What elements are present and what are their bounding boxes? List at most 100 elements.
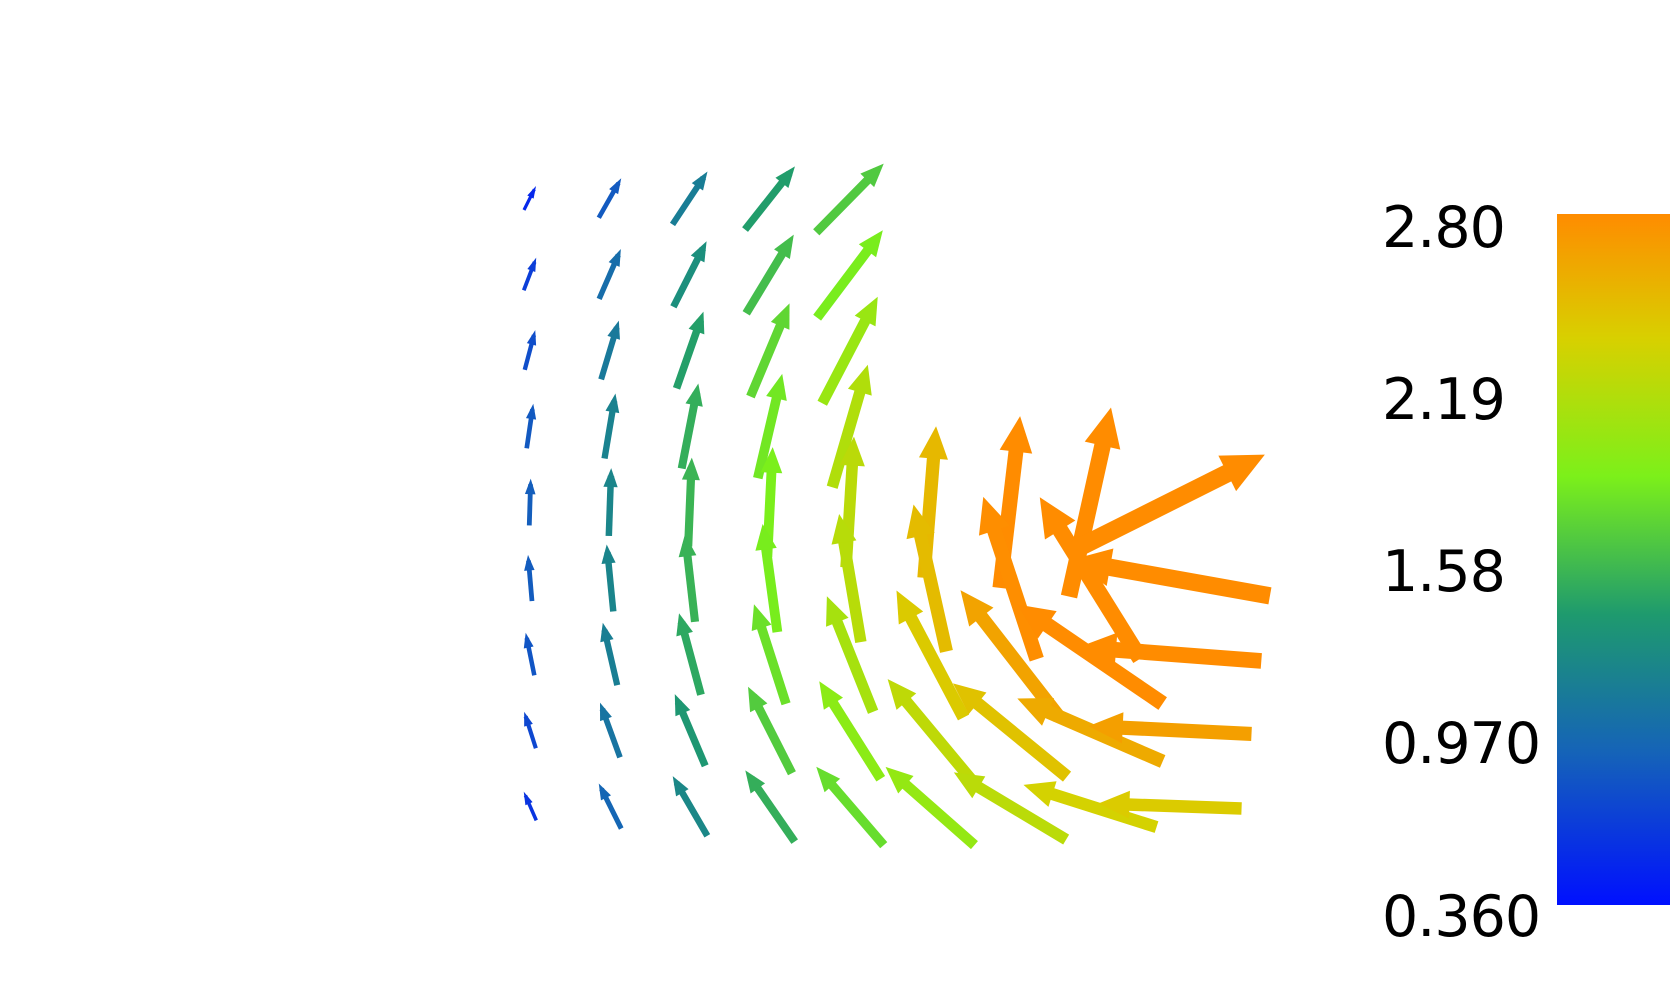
vector-arrow-head [755, 523, 777, 551]
vector-arrow-head [674, 694, 691, 717]
vector-arrow-head [953, 772, 986, 799]
vector-arrow-head [523, 791, 533, 806]
vector-arrow-shaft [1043, 509, 1148, 664]
vector-arrow-shaft [1096, 640, 1262, 669]
vector-arrow-head [770, 303, 790, 330]
vector-arrow-head [1070, 548, 1114, 587]
vector-arrow-head [885, 766, 914, 794]
vector-arrow-shaft [1105, 719, 1252, 741]
vector-arrow-head [603, 468, 618, 488]
vector-arrow-head [952, 683, 987, 715]
vector-arrow-head [766, 373, 787, 401]
vector-arrow-head [1039, 497, 1076, 540]
vector-arrow-head [527, 185, 536, 199]
vector-arrow-head [690, 241, 707, 263]
vector-arrow-head [676, 613, 693, 637]
vector-arrow-shaft [1029, 698, 1166, 768]
vector-arrow-head [600, 622, 614, 643]
vector-arrow-shaft [752, 613, 791, 706]
vector-arrow-head [1017, 697, 1055, 726]
vector-arrow-shaft [682, 543, 700, 623]
vector-arrow-head [524, 478, 536, 495]
vector-arrow-shaft [826, 606, 879, 714]
vector-arrow-head [685, 383, 703, 407]
vector-arrow-head [858, 230, 883, 258]
vector-arrow-shaft [892, 686, 977, 785]
vector-arrow-shaft [813, 168, 880, 236]
vector-arrow-head [1218, 454, 1265, 492]
colorbar-tick-label: 1.58 [1382, 539, 1506, 605]
vector-arrow-head [896, 590, 924, 625]
colorbar-tick-label: 0.970 [1382, 711, 1541, 777]
vector-arrow-head [847, 364, 872, 396]
vector-arrow-head [1017, 604, 1057, 639]
vector-arrow-head [672, 776, 689, 797]
vector-arrow-head [906, 504, 935, 540]
vector-arrow-head [918, 426, 948, 460]
vector-arrow-shaft [1028, 608, 1167, 710]
vector-arrow-head [527, 257, 537, 273]
colorbar-max-label: 2.80 [1382, 195, 1506, 261]
vector-arrow-head [601, 544, 616, 565]
colorbar [1557, 214, 1670, 905]
vector-arrow-shaft [981, 511, 1044, 662]
vector-arrow-head [678, 534, 697, 558]
vector-arrow-head [831, 513, 857, 545]
vector-arrow-shaft [1035, 783, 1159, 833]
vector-arrow-head [598, 783, 611, 801]
vector-arrow-shaft [897, 600, 970, 721]
vector-arrow-head [526, 330, 537, 346]
vector-arrow-head [681, 457, 700, 481]
vector-arrow-shaft [891, 771, 978, 850]
vector-arrow-shaft [960, 688, 1072, 782]
vector-arrow-head [745, 770, 766, 794]
vector-arrow-head [608, 249, 621, 267]
vector-arrow-shaft [817, 305, 877, 406]
vector-arrow-shaft [1113, 797, 1242, 815]
vector-arrow-shaft [677, 392, 701, 470]
vector-arrow-shaft [684, 467, 696, 547]
vector-arrow-shaft [746, 311, 790, 399]
vector-arrow-shaft [759, 534, 783, 633]
vector-arrow-shaft [826, 376, 870, 489]
vector-arrow-shaft [821, 688, 886, 782]
vector-arrow-shaft [820, 772, 888, 849]
vector-arrow-head [748, 686, 768, 713]
vector-arrow-head [960, 590, 994, 627]
vector-arrow-head [523, 632, 534, 649]
vector-arrow-head [1098, 790, 1130, 819]
vector-arrow-head [887, 679, 917, 710]
vector-arrow-head [978, 496, 1010, 536]
vector-arrow-shaft [677, 621, 705, 696]
vector-arrow-head [1078, 632, 1118, 668]
vector-arrow-head [525, 403, 537, 420]
vector-arrow-head [751, 604, 772, 632]
vector-arrow-head [1023, 781, 1057, 807]
vector-arrow-shaft [910, 518, 953, 653]
vector-arrow-shaft [742, 241, 793, 316]
vector-arrow-shaft [813, 236, 880, 321]
vector-arrow-shaft [1071, 456, 1250, 558]
vector-arrow-head [774, 234, 794, 260]
vector-arrow-head [607, 320, 620, 340]
vector-arrow-head [760, 447, 783, 474]
vector-arrow-head [1088, 712, 1124, 744]
vector-arrow-head [1084, 407, 1121, 450]
vector-arrow-head [775, 166, 795, 189]
vector-arrow-head [854, 296, 878, 327]
vector-arrow-shaft [747, 775, 798, 844]
vector-arrows [521, 163, 1272, 850]
vector-arrow-shaft [835, 526, 867, 644]
vector-arrow-head [524, 711, 533, 727]
vector-arrow-head [691, 171, 708, 191]
vector-arrow-shaft [1088, 555, 1272, 605]
vector-arrow-head [999, 416, 1033, 454]
vector-arrow-shaft [962, 774, 1070, 845]
vector-arrow-head [609, 178, 622, 195]
vector-arrow-head [860, 163, 884, 188]
vector-arrow-head [826, 596, 849, 627]
vector-arrow-head [600, 702, 612, 722]
vector-arrow-head [688, 311, 705, 335]
vector-arrow-shaft [753, 383, 785, 480]
colorbar-min-label: 0.360 [1382, 884, 1541, 950]
